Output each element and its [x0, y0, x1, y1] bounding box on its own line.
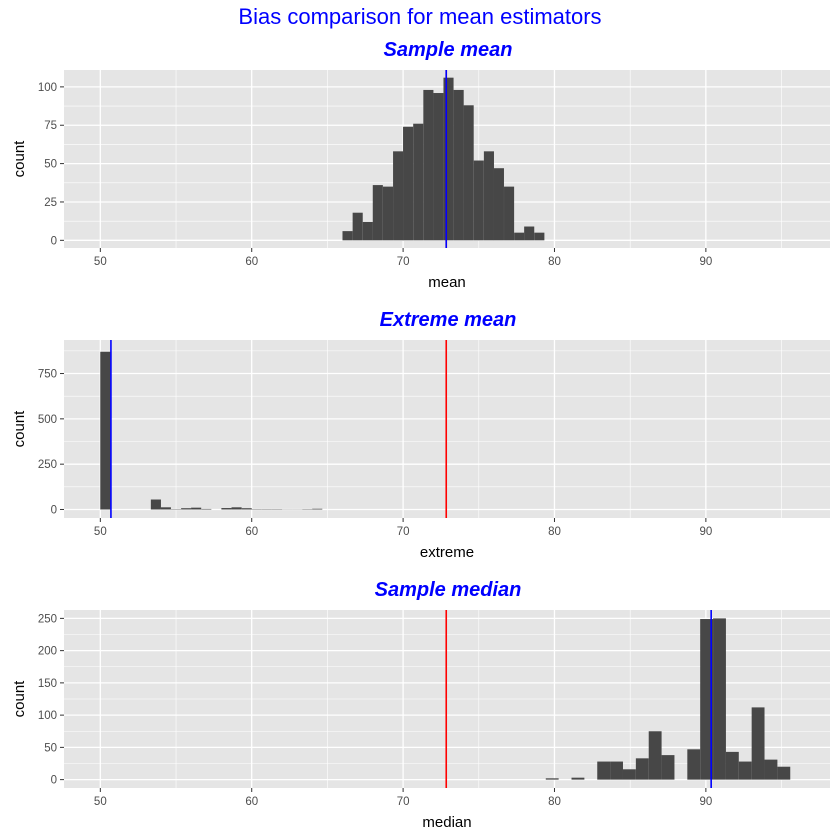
- histogram-bar: [661, 755, 675, 780]
- histogram-bar: [312, 508, 323, 510]
- x-axis-label: mean: [428, 274, 466, 291]
- histogram-bar: [342, 231, 353, 241]
- histogram-bar: [201, 508, 212, 510]
- x-tick-label: 70: [397, 526, 410, 538]
- x-tick-label: 70: [397, 796, 410, 808]
- panel-title: Sample median: [375, 579, 522, 601]
- histogram-bar: [764, 759, 778, 780]
- histogram-bar: [545, 778, 559, 780]
- x-tick-label: 60: [245, 796, 258, 808]
- histogram-bar: [403, 126, 414, 241]
- histogram-bar: [700, 619, 714, 780]
- histogram-bar: [241, 508, 252, 510]
- y-tick-label: 0: [51, 775, 57, 787]
- histogram-bar: [433, 93, 444, 241]
- y-tick-label: 250: [38, 613, 57, 625]
- histogram-bar: [713, 618, 726, 780]
- histogram-bar: [571, 777, 585, 780]
- histogram-bar: [160, 507, 171, 510]
- panel-1: 50 60 70 80 90 0 250 500 750 Extreme mean extreme c…: [11, 309, 830, 561]
- y-tick-label: 500: [38, 414, 57, 426]
- y-axis-label: count: [11, 410, 28, 448]
- y-tick-label: 0: [51, 504, 57, 516]
- y-tick-label: 100: [38, 710, 57, 722]
- histogram-bar: [725, 751, 739, 780]
- histogram-bar: [648, 731, 662, 780]
- x-tick-label: 60: [245, 526, 258, 538]
- y-tick-label: 750: [38, 369, 57, 381]
- histogram-bar: [352, 212, 363, 241]
- histogram-bar: [635, 758, 649, 780]
- suptitle: Bias comparison for mean estimators: [238, 4, 601, 29]
- x-tick-label: 50: [94, 526, 107, 538]
- x-tick-label: 90: [699, 796, 712, 808]
- y-tick-label: 25: [44, 197, 57, 209]
- histogram-bar: [372, 185, 383, 241]
- histogram-bar: [382, 186, 394, 241]
- histogram-bar: [150, 499, 161, 510]
- histogram-bar: [483, 151, 494, 241]
- x-axis-label: median: [422, 814, 471, 831]
- x-tick-label: 50: [94, 256, 107, 268]
- histogram-bar: [493, 168, 504, 241]
- histogram-bar: [687, 749, 701, 780]
- x-tick-label: 90: [699, 526, 712, 538]
- panel-title: Extreme mean: [380, 309, 517, 331]
- y-tick-label: 200: [38, 646, 57, 658]
- histogram-bar: [751, 707, 765, 780]
- panel-2: 50 60 70 80 90 0 50 100 150 200 250 Sample median me…: [11, 579, 830, 831]
- x-tick-label: 80: [548, 526, 561, 538]
- x-axis-label: extreme: [420, 544, 474, 561]
- y-axis-label: count: [11, 140, 28, 178]
- histogram-bar: [622, 769, 636, 780]
- histogram-bar: [413, 123, 424, 241]
- histogram-bar: [231, 507, 242, 510]
- histogram-bar: [777, 766, 791, 780]
- histogram-bar: [100, 351, 111, 510]
- panel-title: Sample mean: [384, 39, 513, 61]
- histogram-bar: [610, 761, 623, 780]
- y-tick-label: 50: [44, 159, 57, 171]
- x-tick-label: 80: [548, 796, 561, 808]
- histogram-bar: [504, 186, 515, 241]
- x-tick-label: 90: [699, 256, 712, 268]
- histogram-bar: [597, 761, 611, 780]
- histogram-bar: [534, 232, 545, 241]
- histogram-bar: [738, 761, 752, 780]
- y-tick-label: 150: [38, 678, 57, 690]
- histogram-bar: [181, 508, 192, 510]
- y-tick-label: 75: [44, 120, 57, 132]
- histogram-bar: [514, 232, 525, 241]
- x-tick-label: 70: [397, 256, 410, 268]
- x-tick-label: 50: [94, 796, 107, 808]
- panel-0: 50 60 70 80 90 0 25 50 75 100 Sample mean mean count: [11, 39, 830, 291]
- x-tick-label: 60: [245, 256, 258, 268]
- histogram-bar: [524, 226, 535, 241]
- histogram-bar: [191, 507, 202, 510]
- histogram-bar: [443, 77, 454, 241]
- x-tick-label: 80: [548, 256, 561, 268]
- y-tick-label: 250: [38, 459, 57, 471]
- histogram-bar: [221, 508, 232, 510]
- y-tick-label: 100: [38, 82, 57, 94]
- y-tick-label: 0: [51, 235, 57, 247]
- histogram-bar: [463, 105, 474, 241]
- histogram-bar: [393, 151, 404, 241]
- y-axis-label: count: [11, 680, 28, 718]
- histogram-bar: [453, 89, 464, 241]
- y-tick-label: 50: [44, 742, 57, 754]
- histogram-bar: [362, 221, 373, 241]
- histogram-bar: [473, 160, 484, 241]
- histogram-bar: [423, 89, 434, 241]
